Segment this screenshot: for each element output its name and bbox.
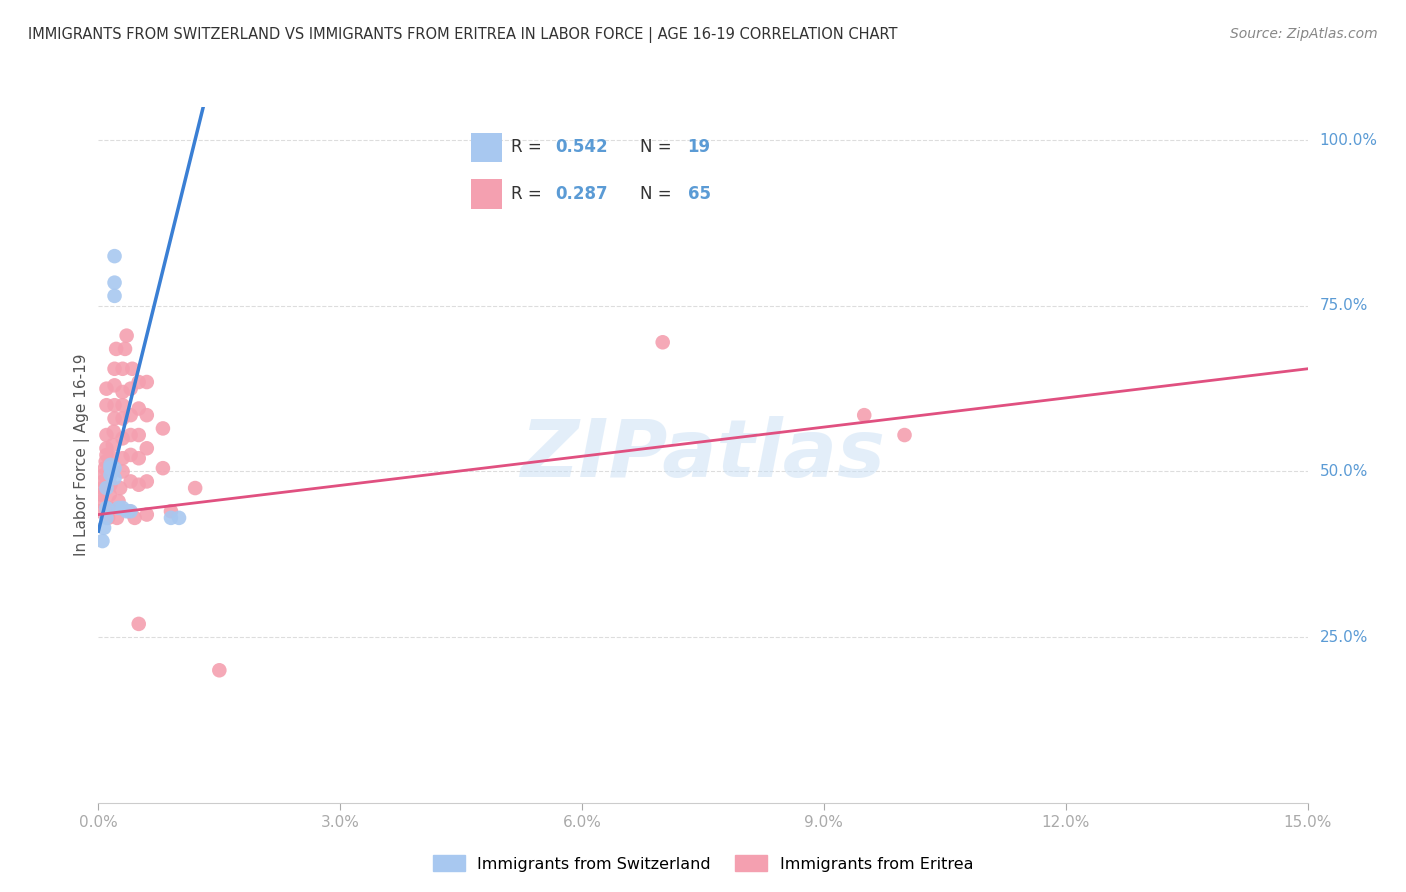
Point: [100, 477, 122, 491]
Point: [108, 481, 131, 495]
Point: [114, 342, 136, 356]
Point: [120, 448, 142, 462]
Point: [103, 289, 125, 303]
Text: Source: ZipAtlas.com: Source: ZipAtlas.com: [1230, 27, 1378, 41]
Point: [115, 504, 138, 518]
Point: [135, 375, 157, 389]
Point: [105, 342, 128, 356]
Point: [91, 481, 114, 495]
Point: [103, 276, 125, 290]
Point: [94, 461, 117, 475]
Point: [111, 361, 134, 376]
Point: [893, 428, 915, 442]
Point: [107, 494, 129, 508]
Point: [128, 616, 150, 631]
Point: [128, 428, 150, 442]
Point: [96, 398, 118, 412]
Point: [103, 425, 125, 439]
Point: [111, 384, 134, 399]
Point: [152, 461, 174, 475]
Point: [103, 411, 125, 425]
Point: [93, 521, 115, 535]
Text: 25.0%: 25.0%: [1320, 630, 1368, 645]
Point: [184, 481, 207, 495]
Point: [111, 431, 134, 445]
Point: [152, 421, 174, 435]
Point: [120, 475, 142, 489]
Point: [115, 328, 138, 343]
Point: [135, 475, 157, 489]
Point: [111, 500, 134, 515]
Point: [98, 488, 121, 502]
Point: [103, 398, 125, 412]
Point: [103, 461, 125, 475]
Point: [120, 504, 142, 518]
Text: 50.0%: 50.0%: [1320, 464, 1368, 479]
Point: [118, 504, 141, 518]
Point: [97, 511, 120, 525]
Point: [93, 467, 115, 482]
Y-axis label: In Labor Force | Age 16-19: In Labor Force | Age 16-19: [75, 353, 90, 557]
Point: [100, 465, 122, 479]
Point: [128, 375, 150, 389]
Point: [111, 451, 134, 466]
Point: [135, 442, 157, 456]
Text: ZIPatlas: ZIPatlas: [520, 416, 886, 494]
Legend: Immigrants from Switzerland, Immigrants from Eritrea: Immigrants from Switzerland, Immigrants …: [425, 847, 981, 880]
Point: [90, 494, 112, 508]
Point: [96, 428, 118, 442]
Text: 100.0%: 100.0%: [1320, 133, 1378, 148]
Point: [89, 504, 111, 518]
Point: [100, 458, 122, 472]
Point: [208, 663, 231, 677]
Point: [97, 500, 120, 515]
Point: [103, 471, 125, 485]
Point: [128, 401, 150, 416]
Point: [94, 454, 117, 468]
Point: [160, 504, 183, 518]
Point: [128, 451, 150, 466]
Point: [651, 335, 673, 350]
Point: [107, 500, 129, 515]
Point: [100, 467, 122, 482]
Point: [90, 488, 112, 502]
Point: [91, 475, 114, 489]
Point: [96, 442, 118, 456]
Point: [128, 477, 150, 491]
Point: [96, 448, 118, 462]
Point: [167, 511, 190, 525]
Text: 75.0%: 75.0%: [1320, 298, 1368, 313]
Point: [121, 361, 143, 376]
Point: [96, 500, 118, 515]
Point: [96, 481, 118, 495]
Point: [105, 511, 128, 525]
Point: [103, 378, 125, 392]
Point: [96, 511, 118, 525]
Point: [101, 438, 124, 452]
Point: [100, 461, 122, 475]
Point: [120, 428, 142, 442]
Point: [160, 511, 183, 525]
Point: [111, 398, 134, 412]
Point: [111, 465, 134, 479]
Point: [135, 408, 157, 422]
Point: [101, 451, 124, 466]
Point: [120, 382, 142, 396]
Point: [103, 361, 125, 376]
Point: [120, 408, 142, 422]
Point: [124, 511, 146, 525]
Point: [135, 508, 157, 522]
Point: [853, 408, 876, 422]
Text: IMMIGRANTS FROM SWITZERLAND VS IMMIGRANTS FROM ERITREA IN LABOR FORCE | AGE 16-1: IMMIGRANTS FROM SWITZERLAND VS IMMIGRANT…: [28, 27, 897, 43]
Point: [91, 534, 114, 549]
Point: [103, 249, 125, 263]
Point: [96, 382, 118, 396]
Point: [111, 411, 134, 425]
